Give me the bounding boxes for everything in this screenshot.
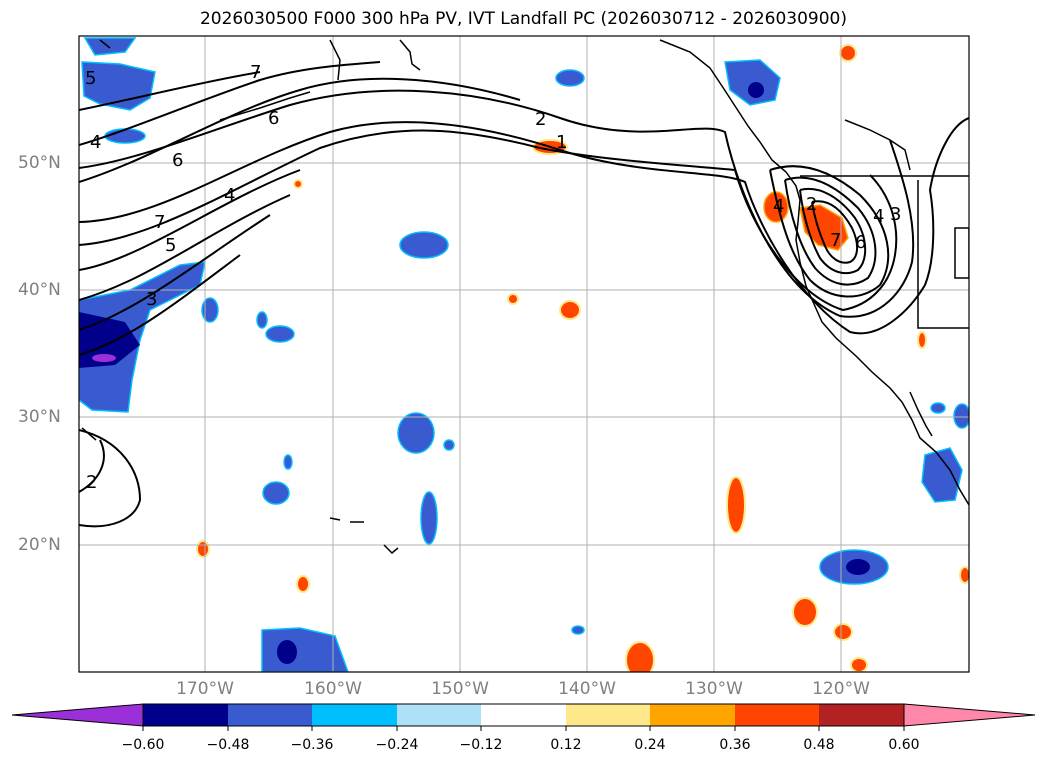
lat-label-20n: 20°N	[18, 535, 61, 555]
pv-patch-pos-i	[625, 641, 655, 672]
pv-patch-pos-h	[833, 623, 853, 641]
pv-patch-o	[953, 403, 969, 429]
pv-patch-a	[399, 231, 449, 259]
colorbar-bin	[566, 704, 650, 726]
pv-positive-patches	[196, 44, 969, 672]
pv-patch-pos-d	[559, 300, 581, 320]
pv-patch-pos-p	[293, 179, 303, 189]
pv-patch-m-core	[748, 82, 764, 98]
colorbar-bin	[819, 704, 904, 726]
contour-label: 2	[806, 194, 817, 215]
contour-label: 4	[90, 132, 101, 153]
colorbar-tick-label: 0.60	[888, 737, 920, 753]
pv-patch-i	[283, 454, 293, 470]
pv-patch-pos-e	[507, 293, 519, 305]
colorbar-tick-label: −0.12	[459, 737, 503, 753]
colorbar-bin	[312, 704, 397, 726]
pv-patch-b	[555, 69, 585, 87]
pv-patch-pos-l	[196, 540, 210, 558]
pv-patch-pos-f	[726, 476, 746, 534]
colorbar-outline	[142, 703, 905, 727]
colorbar	[11, 703, 1036, 731]
pv-patch-pos-n	[917, 331, 927, 349]
lon-label-150w: 150°W	[431, 679, 489, 699]
contour-label: 6	[268, 108, 279, 129]
colorbar-bin	[143, 704, 228, 726]
pv-patch-pos-m	[839, 44, 857, 62]
pv-negative-patches	[79, 37, 969, 672]
pv-patch-nw3	[104, 128, 146, 144]
pv-patch-west-core	[79, 312, 140, 368]
colorbar-tick-label: −0.60	[121, 737, 165, 753]
pv-patch-pos-j	[850, 657, 868, 672]
pv-patch-west-large	[79, 261, 206, 413]
colorbar-max-extend	[903, 703, 1036, 727]
contour-label: 4	[224, 185, 235, 206]
lon-label-120w: 120°W	[812, 679, 870, 699]
gridlines	[79, 36, 969, 672]
pv-patch-pos-k	[296, 575, 310, 593]
pv-patch-g	[201, 297, 219, 323]
lat-label-50n: 50°N	[18, 153, 61, 173]
contour-label: 6	[855, 232, 866, 253]
pv-patch-e	[265, 325, 295, 343]
pv-patch-p	[930, 402, 946, 414]
contour-labels: 7 6 5 4 6 7 4 5 3 2 2 1 7 6 4 3 4 2	[85, 62, 901, 493]
pv-patch-pos-g	[792, 597, 818, 627]
colorbar-bin	[650, 704, 735, 726]
colorbar-tick-label: −0.36	[290, 737, 334, 753]
lon-label-140w: 140°W	[558, 679, 616, 699]
coastlines	[81, 39, 969, 555]
contour-label: 3	[146, 289, 157, 310]
colorbar-tick-label: −0.24	[375, 737, 419, 753]
colorbar-bin	[481, 704, 566, 726]
contour-label: 5	[165, 235, 176, 256]
colorbar-tick-label: 0.24	[634, 737, 666, 753]
pv-patch-west-min	[92, 354, 116, 362]
lon-label-170w: 170°W	[176, 679, 234, 699]
contour-label: 5	[85, 68, 96, 89]
lon-label-130w: 130°W	[685, 679, 743, 699]
pv-patch-j	[443, 439, 455, 451]
contour-label: 2	[86, 472, 97, 493]
contour-label: 3	[890, 204, 901, 225]
pv-patch-q	[571, 625, 585, 635]
contour-label: 7	[830, 230, 841, 251]
contour-label: 4	[873, 206, 884, 227]
contour-label: 4	[773, 196, 784, 217]
contour-label: 7	[250, 62, 261, 83]
colorbar-bin	[735, 704, 819, 726]
pv-patch-d	[420, 491, 438, 545]
lat-label-40n: 40°N	[18, 280, 61, 300]
colorbar-bin	[397, 704, 481, 726]
lat-label-30n: 30°N	[18, 407, 61, 427]
pv-patch-nw2	[83, 37, 137, 56]
colorbar-min-extend	[11, 703, 144, 727]
pv-patch-k-core	[277, 640, 297, 664]
pv-patch-pos-b	[763, 191, 789, 223]
map-frame	[78, 35, 970, 673]
ivt-contours	[79, 61, 969, 528]
colorbar-bin	[228, 704, 312, 726]
pv-patch-pos-o	[959, 566, 969, 584]
pv-patch-k	[261, 627, 349, 672]
pv-patch-n	[921, 447, 963, 503]
pv-patch-l-core	[846, 559, 870, 575]
plot-title: 2026030500 F000 300 hPa PV, IVT Landfall…	[199, 9, 847, 29]
pv-patch-c	[397, 412, 435, 454]
contour-label: 1	[556, 132, 567, 153]
pv-patch-f	[262, 481, 290, 505]
colorbar-tick-label: −0.48	[206, 737, 250, 753]
pv-patch-h	[256, 311, 268, 329]
contour-label: 6	[172, 150, 183, 171]
lon-label-160w: 160°W	[304, 679, 362, 699]
colorbar-tick-label: 0.48	[803, 737, 835, 753]
colorbar-tick-label: 0.12	[550, 737, 582, 753]
contour-label: 2	[535, 109, 546, 130]
pv-patch-m	[724, 59, 781, 106]
contour-label: 7	[154, 212, 165, 233]
colorbar-tick-label: 0.36	[719, 737, 751, 753]
